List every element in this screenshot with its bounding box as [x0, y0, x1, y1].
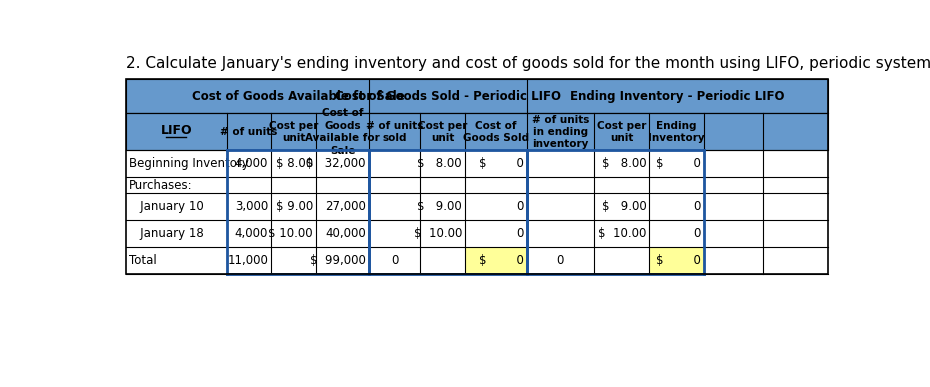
Text: Cost per
unit: Cost per unit [597, 121, 646, 143]
Text: Beginning Inventory: Beginning Inventory [128, 158, 248, 170]
Text: $ 9.00: $ 9.00 [276, 200, 313, 213]
Text: # of units
sold: # of units sold [365, 121, 423, 143]
Text: Cost per
unit: Cost per unit [269, 121, 318, 143]
Text: $ 8.00: $ 8.00 [276, 158, 313, 170]
Text: 0: 0 [391, 253, 398, 267]
Text: LIFO: LIFO [161, 124, 193, 137]
Text: 4,000: 4,000 [234, 227, 268, 240]
Bar [465, 247, 527, 274]
Text: Cost of Goods Available for Sale: Cost of Goods Available for Sale [192, 90, 405, 103]
Text: Cost of
Goods Sold: Cost of Goods Sold [463, 121, 529, 143]
Text: Cost of
Goods
Available for
Sale: Cost of Goods Available for Sale [305, 108, 380, 156]
Text: $   8.00: $ 8.00 [418, 158, 462, 170]
Bar [126, 247, 828, 274]
Text: $  10.00: $ 10.00 [414, 227, 462, 240]
Text: $   8.00: $ 8.00 [602, 158, 646, 170]
Text: # of units
in ending
inventory: # of units in ending inventory [532, 115, 589, 149]
Bar [126, 113, 828, 151]
Text: 0: 0 [516, 200, 524, 213]
Text: $        0: $ 0 [656, 253, 700, 267]
Text: 40,000: 40,000 [326, 227, 365, 240]
Text: 2. Calculate January's ending inventory and cost of goods sold for the month usi: 2. Calculate January's ending inventory … [126, 56, 930, 71]
Text: $  10.00: $ 10.00 [598, 227, 646, 240]
Text: January 18: January 18 [128, 227, 204, 240]
Text: Total: Total [128, 253, 156, 267]
Text: 0: 0 [693, 200, 700, 213]
Text: $   9.00: $ 9.00 [602, 200, 646, 213]
Text: $ 10.00: $ 10.00 [269, 227, 313, 240]
Text: $  99,000: $ 99,000 [310, 253, 365, 267]
Text: Cost of Goods Sold - Periodic LIFO: Cost of Goods Sold - Periodic LIFO [335, 90, 561, 103]
Text: # of units: # of units [220, 127, 278, 137]
Text: 4,000: 4,000 [234, 158, 268, 170]
Bar [126, 220, 828, 247]
Bar [126, 79, 828, 113]
Text: January 10: January 10 [128, 200, 204, 213]
Bar [126, 79, 828, 274]
Text: Ending Inventory - Periodic LIFO: Ending Inventory - Periodic LIFO [570, 90, 785, 103]
Text: $        0: $ 0 [479, 158, 524, 170]
Text: 27,000: 27,000 [325, 200, 365, 213]
Text: 0: 0 [693, 227, 700, 240]
Text: 3,000: 3,000 [235, 200, 268, 213]
Text: $   9.00: $ 9.00 [418, 200, 462, 213]
Text: Cost per
unit: Cost per unit [418, 121, 467, 143]
Bar [126, 177, 828, 193]
Text: 11,000: 11,000 [227, 253, 268, 267]
Bar [649, 247, 704, 274]
Text: $   32,000: $ 32,000 [306, 158, 365, 170]
Text: $        0: $ 0 [656, 158, 700, 170]
Text: 0: 0 [557, 253, 564, 267]
Text: $        0: $ 0 [479, 253, 524, 267]
Text: Ending
Inventory: Ending Inventory [648, 121, 705, 143]
Bar [126, 193, 828, 220]
Bar [126, 151, 828, 177]
Text: 0: 0 [516, 227, 524, 240]
Text: Purchases:: Purchases: [128, 178, 193, 192]
